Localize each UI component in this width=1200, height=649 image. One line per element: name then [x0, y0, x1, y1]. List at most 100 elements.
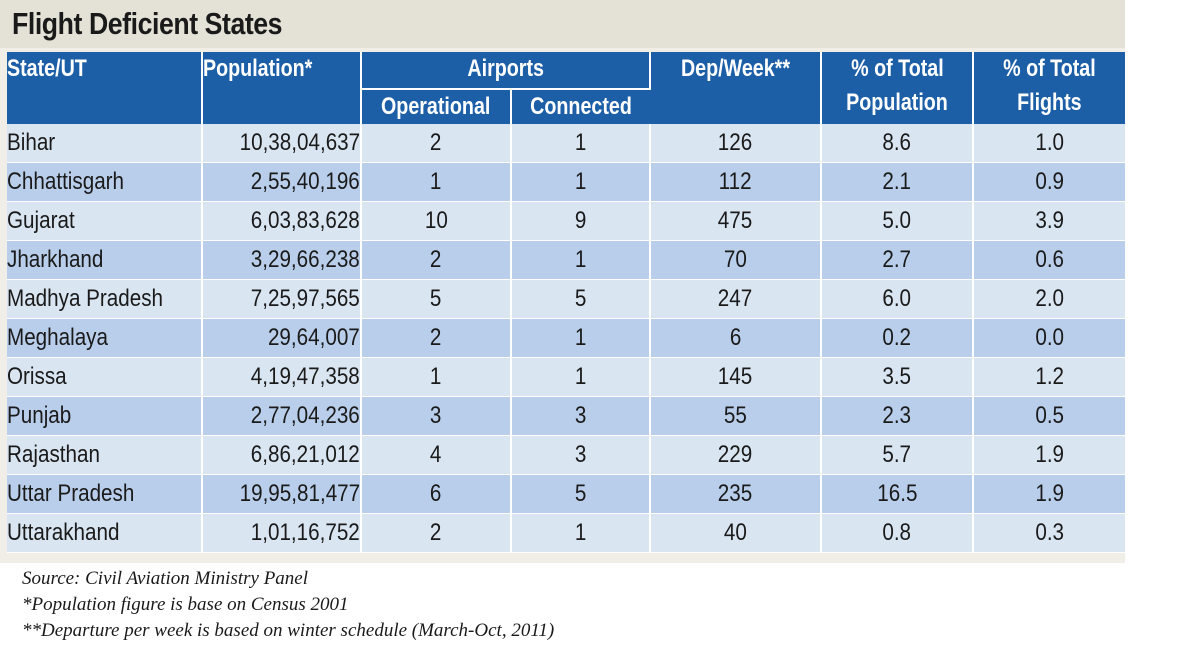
cell-dep-week: 247 [650, 279, 822, 319]
cell-connected: 1 [511, 357, 651, 397]
cell-dep-week: 126 [650, 124, 822, 163]
cell-connected: 5 [511, 279, 651, 319]
table-row: Uttarakhand 1,01,16,752 2 1 40 0.8 0.3 [7, 513, 1125, 553]
cell-dep-week: 70 [650, 240, 822, 280]
cell-pct-population: 2.3 [821, 396, 974, 436]
departure-footnote: **Departure per week is based on winter … [22, 620, 555, 641]
cell-connected: 3 [511, 435, 651, 475]
header-connected: Connected [511, 89, 650, 124]
page-title: Flight Deficient States [12, 6, 283, 41]
header-population: Population* [202, 52, 362, 124]
cell-pct-flights: 1.2 [973, 357, 1125, 397]
cell-pct-population: 2.7 [821, 240, 974, 280]
cell-pct-population: 16.5 [821, 474, 974, 514]
cell-dep-week: 145 [650, 357, 822, 397]
cell-pct-population: 3.5 [821, 357, 974, 397]
table-row: Uttar Pradesh 19,95,81,477 6 5 235 16.5 1.9 [7, 474, 1125, 514]
cell-state: Uttarakhand [7, 513, 203, 553]
table-row: Chhattisgarh 2,55,40,196 1 1 112 2.1 0.9 [7, 162, 1125, 202]
cell-pct-flights: 1.0 [973, 124, 1125, 163]
cell-dep-week: 6 [650, 318, 822, 358]
cell-operational: 10 [361, 201, 512, 241]
cell-operational: 2 [361, 124, 512, 163]
cell-pct-flights: 0.3 [973, 513, 1125, 553]
cell-state: Orissa [7, 357, 203, 397]
cell-population: 29,64,007 [202, 318, 362, 358]
table-row: Madhya Pradesh 7,25,97,565 5 5 247 6.0 2.0 [7, 279, 1125, 319]
source-note: Source: Civil Aviation Ministry Panel [22, 568, 309, 589]
cell-state: Bihar [7, 124, 203, 163]
cell-pct-flights: 0.5 [973, 396, 1125, 436]
population-footnote: *Population figure is base on Census 200… [22, 594, 349, 615]
cell-population: 6,86,21,012 [202, 435, 362, 475]
cell-population: 2,77,04,236 [202, 396, 362, 436]
cell-state: Gujarat [7, 201, 203, 241]
table-row: Punjab 2,77,04,236 3 3 55 2.3 0.5 [7, 396, 1125, 436]
cell-dep-week: 55 [650, 396, 822, 436]
table-row: Gujarat 6,03,83,628 10 9 475 5.0 3.9 [7, 201, 1125, 241]
header-operational: Operational [361, 89, 512, 124]
header-dep-week: Dep/Week** [650, 52, 822, 124]
cell-population: 19,95,81,477 [202, 474, 362, 514]
footnotes: Source: Civil Aviation Ministry Panel *P… [22, 566, 554, 644]
cell-connected: 1 [511, 162, 651, 202]
data-table: State/UT Population* Airports Dep/Week**… [7, 52, 1125, 553]
cell-operational: 2 [361, 240, 512, 280]
cell-dep-week: 475 [650, 201, 822, 241]
cell-operational: 4 [361, 435, 512, 475]
header-pct-flights: % of Total Flights [973, 52, 1125, 124]
cell-pct-population: 2.1 [821, 162, 974, 202]
cell-pct-flights: 1.9 [973, 435, 1125, 475]
cell-dep-week: 112 [650, 162, 822, 202]
cell-dep-week: 40 [650, 513, 822, 553]
cell-pct-population: 5.0 [821, 201, 974, 241]
cell-population: 1,01,16,752 [202, 513, 362, 553]
cell-pct-population: 8.6 [821, 124, 974, 163]
table-row: Meghalaya 29,64,007 2 1 6 0.2 0.0 [7, 318, 1125, 358]
table-body: Bihar 10,38,04,637 2 1 126 8.6 1.0 Chhattisgarh… [7, 124, 1125, 553]
cell-pct-flights: 0.0 [973, 318, 1125, 358]
cell-state: Uttar Pradesh [7, 474, 203, 514]
cell-pct-flights: 0.6 [973, 240, 1125, 280]
header-state: State/UT [7, 52, 203, 124]
cell-pct-flights: 2.0 [973, 279, 1125, 319]
cell-connected: 1 [511, 124, 651, 163]
cell-operational: 6 [361, 474, 512, 514]
cell-connected: 1 [511, 240, 651, 280]
cell-population: 2,55,40,196 [202, 162, 362, 202]
table-row: Orissa 4,19,47,358 1 1 145 3.5 1.2 [7, 357, 1125, 397]
table-frame: State/UT Population* Airports Dep/Week**… [0, 48, 1125, 563]
cell-connected: 5 [511, 474, 651, 514]
cell-pct-flights: 3.9 [973, 201, 1125, 241]
cell-operational: 2 [361, 513, 512, 553]
cell-operational: 1 [361, 162, 512, 202]
cell-operational: 2 [361, 318, 512, 358]
cell-population: 3,29,66,238 [202, 240, 362, 280]
cell-connected: 1 [511, 513, 651, 553]
cell-dep-week: 235 [650, 474, 822, 514]
cell-pct-flights: 0.9 [973, 162, 1125, 202]
cell-population: 4,19,47,358 [202, 357, 362, 397]
cell-state: Punjab [7, 396, 203, 436]
cell-dep-week: 229 [650, 435, 822, 475]
table-row: Bihar 10,38,04,637 2 1 126 8.6 1.0 [7, 124, 1125, 163]
cell-operational: 3 [361, 396, 512, 436]
cell-pct-population: 0.2 [821, 318, 974, 358]
cell-pct-population: 0.8 [821, 513, 974, 553]
table-row: Rajasthan 6,86,21,012 4 3 229 5.7 1.9 [7, 435, 1125, 475]
cell-population: 10,38,04,637 [202, 124, 362, 163]
cell-operational: 1 [361, 357, 512, 397]
cell-connected: 9 [511, 201, 651, 241]
cell-connected: 3 [511, 396, 651, 436]
cell-pct-flights: 1.9 [973, 474, 1125, 514]
cell-pct-population: 5.7 [821, 435, 974, 475]
header-pct-population: % of Total Population [821, 52, 974, 124]
cell-operational: 5 [361, 279, 512, 319]
header-airports: Airports [361, 52, 651, 90]
cell-state: Madhya Pradesh [7, 279, 203, 319]
table-row: Jharkhand 3,29,66,238 2 1 70 2.7 0.6 [7, 240, 1125, 280]
cell-population: 6,03,83,628 [202, 201, 362, 241]
cell-connected: 1 [511, 318, 651, 358]
cell-population: 7,25,97,565 [202, 279, 362, 319]
cell-state: Meghalaya [7, 318, 203, 358]
